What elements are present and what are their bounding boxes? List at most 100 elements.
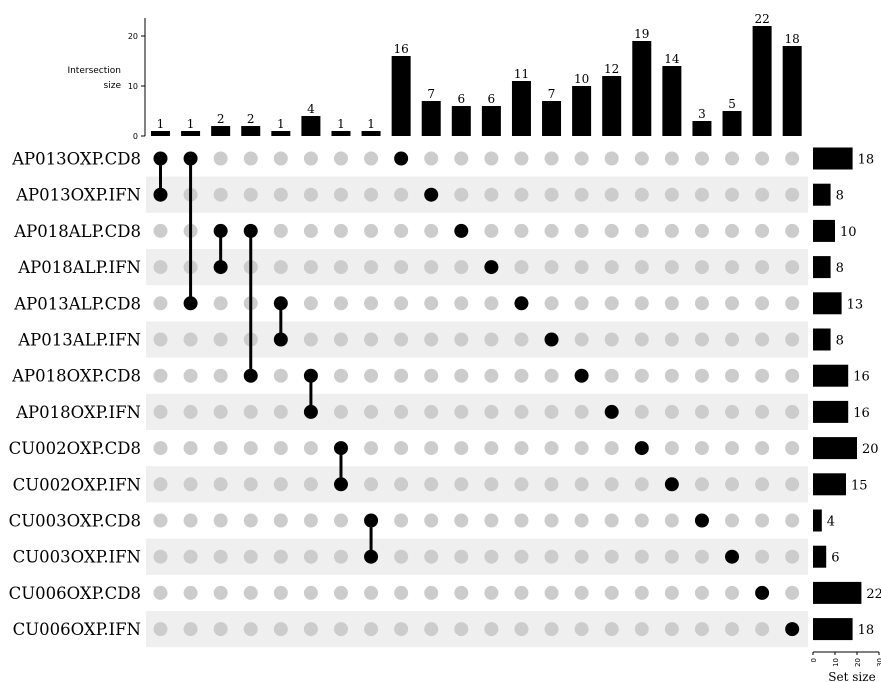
matrix-dot-inactive bbox=[273, 404, 288, 419]
matrix-dot-inactive bbox=[664, 513, 679, 528]
matrix-dot-inactive bbox=[574, 223, 589, 238]
intersection-bar-label: 6 bbox=[457, 92, 465, 106]
matrix-dot-inactive bbox=[424, 368, 439, 383]
matrix-dot-active bbox=[364, 549, 379, 564]
matrix-dot-inactive bbox=[273, 441, 288, 456]
matrix-dot-inactive bbox=[634, 151, 649, 166]
matrix-dot-inactive bbox=[694, 441, 709, 456]
matrix-dot-inactive bbox=[364, 332, 379, 347]
matrix-dot-inactive bbox=[364, 477, 379, 492]
matrix-dot-inactive bbox=[333, 260, 348, 275]
matrix-dot-inactive bbox=[694, 151, 709, 166]
matrix-dot-inactive bbox=[664, 296, 679, 311]
intersection-bar bbox=[511, 81, 531, 136]
matrix-dot-inactive bbox=[604, 513, 619, 528]
matrix-dot-inactive bbox=[725, 332, 740, 347]
matrix-dot-inactive bbox=[694, 332, 709, 347]
matrix-dot-inactive bbox=[333, 151, 348, 166]
intersection-bar-label: 22 bbox=[754, 12, 769, 26]
matrix-dot-inactive bbox=[394, 332, 409, 347]
matrix-dot-inactive bbox=[514, 585, 529, 600]
matrix-dot-inactive bbox=[634, 549, 649, 564]
intersection-bar-label: 12 bbox=[604, 62, 619, 76]
matrix-dot-inactive bbox=[183, 513, 198, 528]
matrix-dot-inactive bbox=[544, 151, 559, 166]
matrix-dot-inactive bbox=[273, 151, 288, 166]
matrix-dot-active bbox=[634, 441, 649, 456]
matrix-dot-inactive bbox=[454, 368, 469, 383]
intersection-bar-label: 1 bbox=[277, 117, 285, 131]
matrix-dot-inactive bbox=[514, 187, 529, 202]
intersection-bar bbox=[632, 41, 652, 136]
matrix-dot-inactive bbox=[785, 187, 800, 202]
matrix-dot-inactive bbox=[394, 296, 409, 311]
matrix-dot-inactive bbox=[303, 151, 318, 166]
set-size-value-label: 8 bbox=[836, 189, 844, 204]
set-size-bar bbox=[813, 437, 857, 460]
set-name-label: AP013ALP.IFN bbox=[17, 331, 141, 350]
matrix-dot-inactive bbox=[785, 260, 800, 275]
matrix-dot-inactive bbox=[424, 151, 439, 166]
set-size-value-label: 8 bbox=[836, 334, 844, 349]
matrix-dot-inactive bbox=[303, 585, 318, 600]
matrix-dot-inactive bbox=[634, 404, 649, 419]
matrix-dot-inactive bbox=[303, 296, 318, 311]
matrix-dot-inactive bbox=[394, 513, 409, 528]
matrix-dot-inactive bbox=[785, 332, 800, 347]
set-name-label: CU003OXP.IFN bbox=[13, 548, 141, 567]
intersection-bar-label: 7 bbox=[548, 87, 556, 101]
matrix-dot-inactive bbox=[664, 549, 679, 564]
matrix-dot-inactive bbox=[785, 513, 800, 528]
matrix-dot-active bbox=[664, 477, 679, 492]
matrix-dot-inactive bbox=[153, 622, 168, 637]
matrix-dot-inactive bbox=[424, 477, 439, 492]
matrix-dot-inactive bbox=[364, 187, 379, 202]
matrix-dot-inactive bbox=[243, 477, 258, 492]
matrix-dot-inactive bbox=[694, 585, 709, 600]
set-size-value-label: 15 bbox=[851, 478, 868, 493]
intersection-bar bbox=[542, 101, 562, 136]
set-name-label: CU006OXP.IFN bbox=[13, 620, 141, 639]
set-size-value-label: 18 bbox=[858, 153, 875, 168]
matrix-dot-inactive bbox=[183, 477, 198, 492]
set-size-value-label: 8 bbox=[836, 261, 844, 276]
matrix-dot-inactive bbox=[484, 368, 499, 383]
intersection-bar bbox=[662, 66, 682, 136]
matrix-dot-inactive bbox=[273, 368, 288, 383]
matrix-dot-inactive bbox=[454, 404, 469, 419]
matrix-dot-inactive bbox=[634, 187, 649, 202]
intersection-bar-label: 2 bbox=[217, 112, 225, 126]
matrix-dot-active bbox=[243, 223, 258, 238]
matrix-dot-inactive bbox=[514, 151, 529, 166]
set-size-bar bbox=[813, 147, 853, 170]
matrix-dot-inactive bbox=[333, 585, 348, 600]
matrix-dot-active bbox=[303, 368, 318, 383]
matrix-dot-inactive bbox=[213, 549, 228, 564]
set-size-tick-label: 0 bbox=[810, 658, 818, 662]
matrix-dot-inactive bbox=[634, 622, 649, 637]
matrix-dot-active bbox=[694, 513, 709, 528]
matrix-dot-inactive bbox=[333, 549, 348, 564]
intersection-bar-label: 5 bbox=[728, 97, 736, 111]
matrix-dot-inactive bbox=[303, 187, 318, 202]
matrix-dot-inactive bbox=[364, 296, 379, 311]
matrix-dot-inactive bbox=[574, 513, 589, 528]
matrix-dot-inactive bbox=[454, 549, 469, 564]
matrix-dot-inactive bbox=[544, 187, 559, 202]
intersection-bar bbox=[481, 106, 501, 136]
matrix-dot-inactive bbox=[544, 477, 559, 492]
matrix-dot-inactive bbox=[243, 585, 258, 600]
matrix-dot-inactive bbox=[213, 441, 228, 456]
matrix-dot-active bbox=[544, 332, 559, 347]
matrix-dot-inactive bbox=[574, 151, 589, 166]
matrix-dot-inactive bbox=[454, 187, 469, 202]
matrix-dot-inactive bbox=[454, 513, 469, 528]
intersection-bar bbox=[722, 111, 742, 136]
matrix-dot-inactive bbox=[725, 187, 740, 202]
matrix-dot-inactive bbox=[664, 404, 679, 419]
intersection-bar-label: 4 bbox=[307, 102, 315, 116]
matrix-dot-inactive bbox=[755, 441, 770, 456]
matrix-dot-inactive bbox=[303, 549, 318, 564]
matrix-dot-inactive bbox=[394, 549, 409, 564]
intersection-bar bbox=[752, 26, 772, 136]
